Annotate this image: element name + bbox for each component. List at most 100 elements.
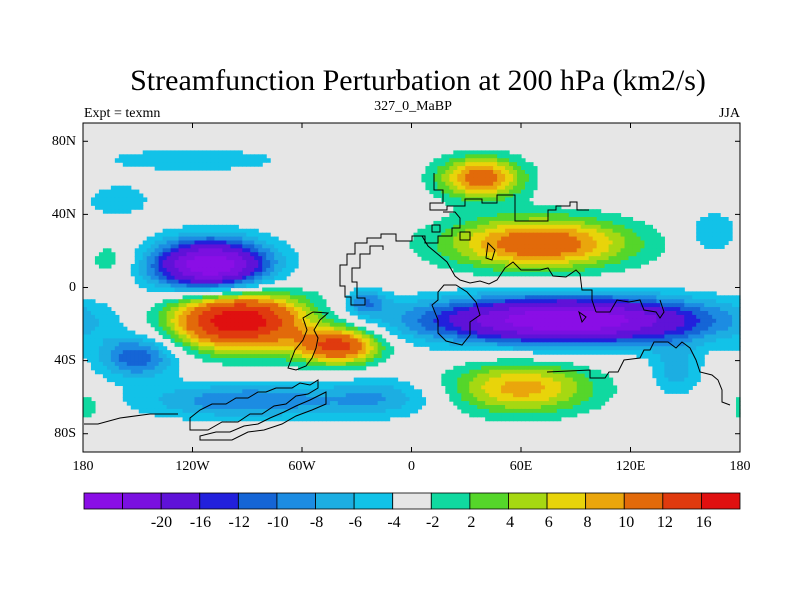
contour-cell xyxy=(341,342,347,347)
contour-cell xyxy=(556,205,562,210)
contour-cell xyxy=(182,334,188,340)
contour-cell xyxy=(262,240,267,246)
contour-cell xyxy=(369,330,375,336)
contour-cell xyxy=(720,334,725,340)
contour-cell xyxy=(497,264,502,269)
contour-cell xyxy=(230,295,235,300)
contour-cell xyxy=(473,193,478,199)
contour-cell xyxy=(556,322,562,328)
contour-cell xyxy=(501,170,506,175)
contour-cell xyxy=(656,252,661,257)
contour-cell xyxy=(624,307,630,312)
contour-cell xyxy=(349,350,355,355)
contour-cell xyxy=(560,322,566,328)
contour-cell xyxy=(401,295,407,300)
contour-cell xyxy=(246,271,251,277)
contour-cell xyxy=(532,213,538,218)
contour-cell xyxy=(258,307,263,312)
contour-cell xyxy=(576,365,582,371)
contour-cell xyxy=(660,330,665,336)
contour-cell xyxy=(130,205,136,210)
contour-cell xyxy=(305,334,311,340)
contour-cell xyxy=(114,193,120,199)
contour-cell xyxy=(497,224,502,230)
contour-cell xyxy=(696,311,701,316)
contour-cell xyxy=(194,334,200,340)
contour-cell xyxy=(644,260,650,265)
contour-cell xyxy=(465,240,470,246)
contour-cell xyxy=(592,314,598,320)
contour-cell xyxy=(712,314,717,320)
contour-cell xyxy=(321,346,327,351)
contour-cell xyxy=(644,326,650,332)
contour-cell xyxy=(182,342,188,347)
contour-cell xyxy=(246,303,251,308)
contour-cell xyxy=(429,326,434,332)
contour-cell xyxy=(517,244,522,249)
contour-cell xyxy=(278,318,283,324)
contour-cell xyxy=(174,311,180,316)
contour-cell xyxy=(628,342,634,347)
contour-cell xyxy=(469,299,474,304)
contour-cell xyxy=(648,330,653,336)
contour-cell xyxy=(676,303,681,308)
contour-cell xyxy=(556,350,562,355)
contour-cell xyxy=(568,295,574,300)
contour-cell xyxy=(214,299,219,304)
contour-cell xyxy=(286,346,291,351)
contour-cell xyxy=(568,236,574,242)
contour-cell xyxy=(441,236,446,242)
contour-cell xyxy=(513,162,518,167)
contour-cell xyxy=(202,150,208,155)
contour-cell xyxy=(333,318,339,324)
contour-cell xyxy=(485,228,490,234)
contour-cell xyxy=(294,322,299,328)
contour-cell xyxy=(234,330,239,336)
contour-cell xyxy=(489,330,494,336)
contour-cell xyxy=(178,330,184,336)
contour-cell xyxy=(517,217,522,222)
contour-cell xyxy=(473,201,478,206)
contour-cell xyxy=(309,334,315,340)
contour-cell xyxy=(620,248,626,253)
contour-cell xyxy=(692,346,697,351)
contour-cell xyxy=(138,350,144,355)
contour-cell xyxy=(166,264,172,269)
contour-cell xyxy=(194,354,200,359)
contour-cell xyxy=(465,318,470,324)
contour-cell xyxy=(266,330,271,336)
contour-cell xyxy=(429,334,434,340)
contour-cell xyxy=(357,311,363,316)
contour-cell xyxy=(222,252,227,257)
contour-cell xyxy=(608,322,614,328)
contour-cell xyxy=(114,330,120,336)
contour-cell xyxy=(154,342,160,347)
contour-cell xyxy=(178,279,184,285)
contour-cell xyxy=(672,322,677,328)
contour-cell xyxy=(652,307,657,312)
contour-cell xyxy=(433,166,438,171)
contour-cell xyxy=(600,314,606,320)
contour-cell xyxy=(708,244,713,249)
contour-cell xyxy=(688,342,693,347)
contour-cell xyxy=(122,358,128,363)
contour-cell xyxy=(544,330,550,336)
contour-cell xyxy=(612,295,618,300)
contour-cell xyxy=(118,346,124,351)
contour-cell xyxy=(305,330,311,336)
contour-cell xyxy=(238,342,243,347)
contour-cell xyxy=(369,318,375,324)
contour-cell xyxy=(612,252,618,257)
contour-cell xyxy=(242,232,247,238)
contour-cell xyxy=(620,314,626,320)
contour-cell xyxy=(552,295,558,300)
contour-fill xyxy=(83,150,741,422)
contour-cell xyxy=(178,287,184,293)
contour-cell xyxy=(461,213,466,218)
contour-cell xyxy=(540,338,546,343)
contour-cell xyxy=(676,295,681,300)
contour-cell xyxy=(373,311,379,316)
contour-cell xyxy=(465,361,470,367)
contour-cell xyxy=(680,326,685,332)
contour-cell xyxy=(497,299,502,304)
